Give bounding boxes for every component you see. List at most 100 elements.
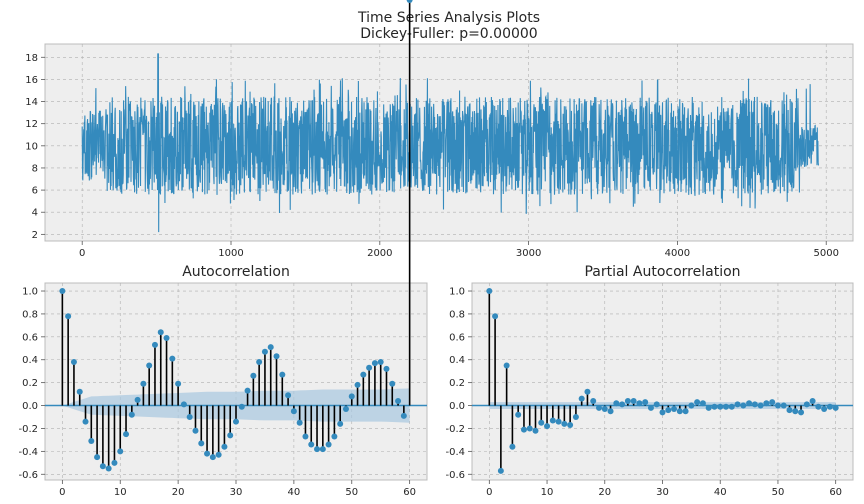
partial-autocorrelation-x-tick-label: 30 [656,487,669,498]
partial-autocorrelation-panel: 0 10 20 30 40 50 60 -0.6 -0.4 -0.2 0.0 0.2 0.4 0.6 0.8… [445,264,854,498]
autocorrelation-point [406,0,413,3]
autocorrelation-point [319,446,326,453]
partial-autocorrelation-point [682,408,689,415]
autocorrelation-point [227,432,234,439]
partial-autocorrelation-point [688,402,695,409]
autocorrelation-point [175,380,182,387]
partial-autocorrelation-point [740,402,747,409]
autocorrelation-point [325,441,332,448]
autocorrelation-point [99,463,106,470]
partial-autocorrelation-y-tick-label: -0.4 [445,447,465,458]
partial-autocorrelation-point [630,397,637,404]
partial-autocorrelation-point [676,408,683,415]
partial-autocorrelation-x-tick-label: 0 [486,487,492,498]
partial-autocorrelation-point [567,422,574,429]
autocorrelation-x-tick-label: 10 [114,487,127,498]
partial-autocorrelation-point [526,425,533,432]
partial-autocorrelation-point [624,397,631,404]
partial-autocorrelation-point [769,399,776,406]
partial-autocorrelation-y-tick-label: 0.0 [449,401,465,412]
partial-autocorrelation-point [659,409,666,416]
autocorrelation-point [134,396,141,403]
partial-autocorrelation-point [532,427,539,434]
autocorrelation-y-tick-label: 0.0 [22,401,38,412]
partial-autocorrelation-point [520,426,527,433]
autocorrelation-point [331,433,338,440]
autocorrelation-point [302,433,309,440]
partial-autocorrelation-point [613,400,620,407]
autocorrelation-point [308,441,315,448]
autocorrelation-point [395,397,402,404]
time-series-x-tick-label: 0 [79,248,85,259]
autocorrelation-point [151,341,158,348]
partial-autocorrelation-point [665,407,672,414]
partial-autocorrelation-title: Partial Autocorrelation [584,264,740,280]
partial-autocorrelation-point [578,395,585,402]
partial-autocorrelation-point [809,397,816,404]
partial-autocorrelation-point [596,404,602,411]
autocorrelation-point [157,329,164,336]
time-series-y-tick-label: 8 [32,163,38,174]
autocorrelation-point [285,392,292,399]
autocorrelation-point [59,288,66,295]
partial-autocorrelation-point [549,417,556,424]
partial-autocorrelation-point [671,405,678,412]
autocorrelation-point [65,313,72,320]
autocorrelation-y-tick-label: 0.8 [22,309,38,320]
partial-autocorrelation-point [584,388,591,395]
partial-autocorrelation-point [774,402,781,409]
autocorrelation-point [244,387,251,394]
autocorrelation-point [290,408,297,415]
time-series-y-tick-label: 12 [25,119,38,130]
partial-autocorrelation-point [653,401,660,408]
autocorrelation-panel: 0 10 20 30 40 50 60-0.6-0.4-0.20.00.20.40.60.8… [18,0,428,498]
time-series-y-tick-label: 14 [25,97,38,108]
partial-autocorrelation-point [538,419,545,426]
partial-autocorrelation-point [757,402,764,409]
autocorrelation-point [389,380,396,387]
autocorrelation-point [354,381,361,388]
autocorrelation-point [186,414,193,421]
autocorrelation-point [117,448,124,455]
autocorrelation-point [221,443,228,450]
partial-autocorrelation-point [699,400,706,407]
autocorrelation-point [256,359,263,366]
partial-autocorrelation-point [786,407,793,414]
partial-autocorrelation-point [792,408,799,415]
autocorrelation-point [238,403,245,410]
partial-autocorrelation-point [826,403,833,410]
autocorrelation-point [180,401,187,408]
time-series-y-tick-label: 6 [32,186,38,197]
figure-title-line1: Time Series Analysis Plots [357,10,540,26]
partial-autocorrelation-point [636,400,643,407]
partial-autocorrelation-x-tick-label: 40 [714,487,727,498]
autocorrelation-y-tick-label: -0.2 [18,424,38,435]
partial-autocorrelation-x-tick-label: 50 [772,487,785,498]
partial-autocorrelation-point [572,414,579,421]
partial-autocorrelation-point [647,404,654,411]
partial-autocorrelation-point [561,420,568,427]
partial-autocorrelation-point [763,400,770,407]
autocorrelation-point [383,365,390,372]
autocorrelation-point [209,454,216,461]
partial-autocorrelation-point [486,288,493,295]
partial-autocorrelation-point [642,399,649,406]
autocorrelation-point [128,411,135,418]
autocorrelation-x-tick-label: 50 [345,487,358,498]
autocorrelation-point [88,438,95,445]
autocorrelation-point [337,420,344,427]
autocorrelation-point [342,405,349,412]
partial-autocorrelation-x-tick-label: 20 [598,487,611,498]
autocorrelation-point [261,348,268,355]
partial-autocorrelation-point [832,404,839,411]
partial-autocorrelation-y-tick-label: 0.6 [449,332,465,343]
autocorrelation-point [111,459,118,466]
partial-autocorrelation-point [821,405,828,412]
autocorrelation-y-tick-label: -0.4 [18,447,38,458]
time-series-x-tick-label: 1000 [218,248,243,259]
autocorrelation-point [70,359,77,366]
partial-autocorrelation-point [497,467,504,474]
partial-autocorrelation-y-tick-label: -0.6 [445,470,465,481]
autocorrelation-point [296,419,303,426]
